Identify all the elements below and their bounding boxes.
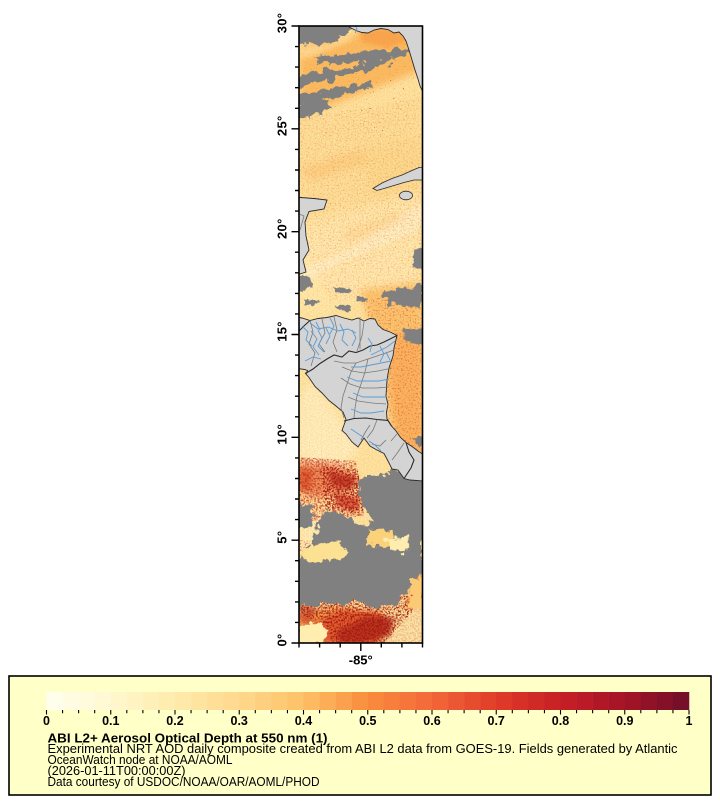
- svg-text:ABI L2+ Aerosol Optical Depth: ABI L2+ Aerosol Optical Depth at 550 nm …: [48, 731, 328, 745]
- svg-text:10°: 10°: [275, 424, 290, 445]
- svg-text:0.9: 0.9: [616, 714, 633, 728]
- svg-text:0.4: 0.4: [295, 714, 312, 728]
- svg-text:1: 1: [686, 714, 693, 728]
- svg-text:0°: 0°: [275, 633, 290, 646]
- svg-text:0.2: 0.2: [166, 714, 183, 728]
- svg-text:5°: 5°: [275, 531, 290, 544]
- svg-text:0.5: 0.5: [359, 714, 376, 728]
- svg-text:0.6: 0.6: [423, 714, 440, 728]
- svg-text:20°: 20°: [275, 218, 290, 239]
- svg-text:30°: 30°: [275, 13, 290, 34]
- svg-text:0.1: 0.1: [102, 714, 119, 728]
- svg-text:-85°: -85°: [349, 653, 373, 668]
- svg-text:0.8: 0.8: [552, 714, 569, 728]
- svg-text:0.7: 0.7: [488, 714, 505, 728]
- svg-text:25°: 25°: [275, 116, 290, 137]
- svg-text:(2026-01-11T00:00:00Z): (2026-01-11T00:00:00Z): [48, 764, 186, 778]
- svg-text:0: 0: [43, 714, 50, 728]
- svg-text:OceanWatch node at NOAA/AOML: OceanWatch node at NOAA/AOML: [48, 753, 233, 767]
- svg-text:Experimental NRT AOD daily com: Experimental NRT AOD daily composite cre…: [48, 742, 678, 756]
- svg-text:Data courtesy of USDOC/NOAA/OA: Data courtesy of USDOC/NOAA/OAR/AOML/PHO…: [48, 775, 320, 789]
- svg-text:0.3: 0.3: [231, 714, 248, 728]
- svg-text:15°: 15°: [275, 321, 290, 342]
